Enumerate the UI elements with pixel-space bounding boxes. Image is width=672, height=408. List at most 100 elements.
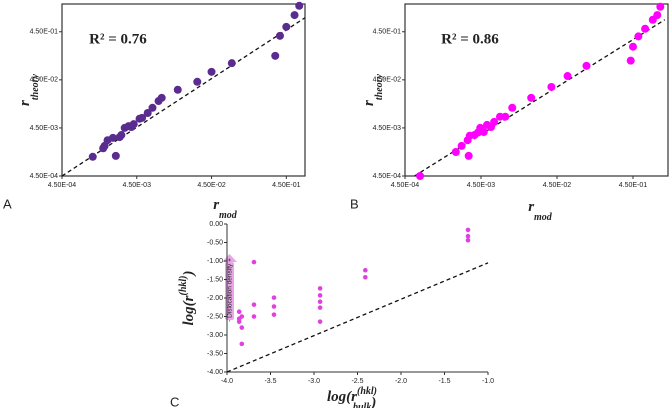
y-tick-label: 4.50E-03 [373,125,402,132]
point [416,172,425,180]
panel-letter: A [3,196,12,211]
annotation: - Dislocation density + [227,258,234,322]
point [653,11,662,20]
y-tick-label: 4.50E-04 [373,173,402,180]
point [656,2,665,11]
x-tick-label: -3.5 [264,378,276,385]
point [173,85,182,94]
y-tick-label: 4.50E-02 [30,77,59,84]
point [465,233,471,239]
point [547,82,556,91]
y-tick-label: 0.00 [209,221,223,228]
point [464,151,473,160]
y-tick-label: -1.00 [207,258,223,265]
y-tick-label: -1.50 [207,276,223,283]
axis-label-sub: theory [30,73,41,100]
point [563,72,572,81]
point [641,24,650,33]
y-tick-label: -4.00 [207,369,223,376]
annotation-arrow-head [222,254,237,262]
point [111,151,120,160]
point [251,259,257,265]
point [143,108,152,117]
axis-label-text: log(r [327,389,357,405]
x-tick-label: 4.50E-01 [272,182,301,189]
y-tick-label: -3.00 [207,332,223,339]
point [582,61,591,70]
point [479,128,488,137]
axis-label-sub: mod [534,212,553,223]
point [275,31,284,40]
point [236,309,242,314]
x-tick-label: 4.50E-04 [391,182,420,189]
x-tick-label: 4.50E-04 [48,182,77,189]
point [465,237,471,243]
point [157,93,166,102]
x-tick-label: -1.0 [482,378,494,385]
plot-frame [404,3,669,177]
y-tick-label: 4.50E-01 [373,29,402,36]
x-tick-label: -3.0 [308,378,320,385]
point [148,103,157,112]
point [271,295,277,300]
x-tick-label: -1.5 [438,378,450,385]
x-tick-label: -2.0 [395,378,407,385]
point [363,274,368,280]
point [490,117,499,126]
point [508,103,517,112]
axis-label: rtheory [17,73,41,106]
panel-letter: C [170,394,179,408]
point [271,51,280,60]
y-tick-label: -2.50 [207,313,223,320]
y-tick-label: 4.50E-03 [30,125,59,132]
point [527,93,536,102]
point [271,304,277,309]
point [317,319,323,324]
point [227,59,236,68]
axis-label: rmod [213,197,238,221]
point [451,148,460,157]
axis-label-text: r [528,199,534,215]
point [317,293,323,298]
y-tick-label: 4.50E-04 [30,173,59,180]
point [626,56,635,65]
point [239,325,245,330]
point [501,112,510,121]
point [457,141,466,150]
annotation: R² = 0.86 [441,31,499,47]
axis-label: log(r(hkl) bulk) [327,386,377,408]
panel-letter: B [350,196,359,211]
point [251,302,257,307]
x-tick-label: -4.0 [221,378,233,385]
point [193,77,202,86]
point [236,316,242,322]
x-tick-label: 4.50E-02 [543,182,572,189]
y-tick-label: -2.00 [207,295,223,302]
point [239,341,245,347]
point [251,314,257,319]
point [88,152,97,161]
axis-label-sup: (hkl) [178,276,189,296]
axis-label-text: r [213,197,219,213]
point [282,22,291,31]
axis-label-text: log(r [181,295,197,325]
point [129,120,138,129]
axis-label: rtheory [361,73,385,106]
y-tick-label: 4.50E-02 [373,77,402,84]
point [317,299,323,305]
y-tick-label: -3.50 [207,350,223,357]
x-tick-label: 4.50E-03 [123,182,152,189]
axis-label-text: r [17,100,33,106]
x-tick-label: 4.50E-02 [197,182,226,189]
point [295,1,304,10]
point [207,67,216,76]
axis-label-sub: bulk [353,402,371,408]
axis-label-sub: mod [219,210,238,221]
y-tick-label: -0.50 [207,239,223,246]
point [290,11,299,20]
x-tick-label: 4.50E-01 [619,182,648,189]
annotation: R² = 0.76 [89,31,147,47]
axis-label-close: ) [369,395,376,408]
